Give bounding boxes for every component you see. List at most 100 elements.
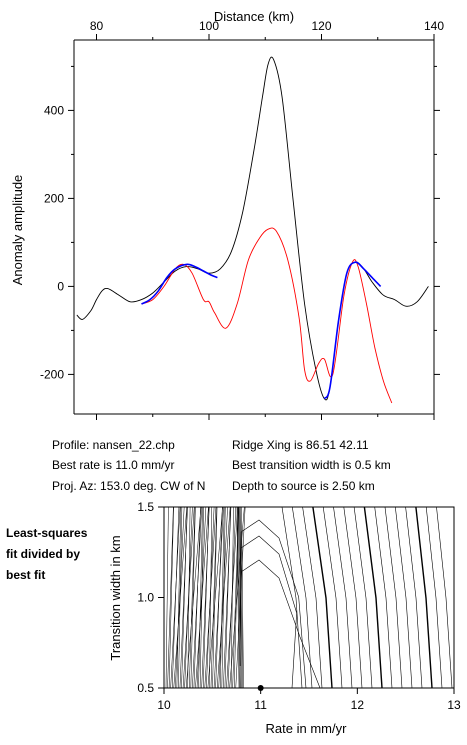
contour-line [192, 507, 202, 688]
contour-line [196, 507, 207, 688]
contour-line [221, 507, 226, 688]
contour-line [238, 507, 242, 688]
contour-line [201, 507, 210, 688]
contour-x-tick-label: 10 [157, 698, 171, 712]
transition-width-text: Best transition width is 0.5 km [232, 458, 391, 472]
contour-x-tick-label: 11 [254, 698, 267, 712]
contour-line [395, 507, 413, 688]
contour-line [204, 507, 217, 688]
anomaly-series-line [141, 227, 393, 404]
contour-line [233, 507, 240, 688]
contour-line [179, 507, 188, 688]
contour-line [239, 559, 321, 688]
contour-x-axis-label: Rate in mm/yr [266, 721, 348, 736]
proj-az-text: Proj. Az: 153.0 deg. CW of N [52, 479, 206, 493]
depth-text: Depth to source is 2.50 km [232, 479, 375, 493]
contour-lines [165, 507, 453, 688]
contour-line [343, 507, 363, 688]
contour-line [176, 507, 182, 688]
top-y-tick-label: -200 [40, 367, 64, 381]
profile-text: Profile: nansen_22.chp [52, 438, 175, 452]
contour-y-tick-label: 1.0 [137, 591, 154, 605]
contour-line [223, 507, 232, 688]
contour-line [207, 507, 223, 688]
top-series [76, 56, 429, 404]
contour-line [171, 507, 180, 688]
top-y-tick-label: 400 [44, 103, 64, 117]
contour-line [229, 507, 245, 688]
contour-line [213, 507, 224, 688]
contour-line [190, 507, 196, 688]
contour-line [178, 507, 183, 688]
contour-line [239, 507, 242, 688]
contour-line [302, 507, 323, 688]
contour-line [181, 507, 188, 688]
contour-axes: 10 11 12 13 0.5 1.0 1.5 [137, 500, 461, 712]
contour-line [292, 507, 313, 688]
top-y-axis-label: Anomaly amplitude [10, 175, 25, 286]
contour-line [210, 507, 217, 688]
contour-line [227, 507, 237, 688]
contour-line [241, 507, 244, 688]
contour-caption-line: fit divided by [6, 547, 81, 561]
contour-line [168, 507, 174, 688]
contour-line [187, 507, 191, 688]
contour-line [216, 507, 231, 688]
contour-line [167, 507, 174, 688]
contour-y-tick-label: 1.5 [137, 500, 154, 514]
contour-line [226, 507, 238, 688]
contour-line [209, 507, 213, 688]
contour-line [436, 507, 453, 688]
anomaly-series-line [141, 263, 218, 305]
contour-line [224, 507, 231, 688]
contour-line [281, 507, 303, 688]
contour-line [239, 535, 297, 688]
contour-line [230, 507, 234, 688]
contour-line [240, 507, 243, 688]
contour-line [189, 507, 196, 688]
contour-line [184, 507, 193, 688]
anomaly-series-line [323, 261, 382, 400]
top-x-axis-label: Distance (km) [214, 9, 294, 24]
contour-line [220, 507, 225, 688]
contour-line-group [165, 507, 453, 688]
contour-line [218, 507, 228, 688]
contour-line [232, 507, 239, 688]
contour-line [173, 507, 187, 688]
top-x-tick-label: 100 [199, 19, 219, 33]
contour-line [182, 507, 195, 688]
contour-caption-line: Least-squares [6, 526, 88, 540]
contour-line [193, 507, 201, 688]
contour-line [235, 507, 246, 688]
contour-x-tick-label: 13 [447, 698, 461, 712]
top-y-tick-label: 200 [44, 191, 64, 205]
contour-line [206, 507, 215, 688]
top-x-tick-label: 120 [311, 19, 331, 33]
contour-line [239, 519, 307, 688]
contour-line [215, 507, 223, 688]
contour-line [199, 507, 204, 688]
contour-line [425, 507, 443, 688]
contour-caption-line: best fit [6, 568, 46, 582]
best-fit-point [257, 685, 264, 691]
contour-line [405, 507, 423, 688]
contour-line [353, 507, 373, 688]
contour-line [374, 507, 393, 688]
best-rate-text: Best rate is 11.0 mm/yr [52, 458, 175, 472]
contour-x-tick-label: 12 [351, 698, 365, 712]
top-y-tick-label: 0 [57, 279, 64, 293]
contour-line [384, 507, 403, 688]
contour-y-tick-label: 0.5 [137, 681, 154, 695]
contour-line [333, 507, 353, 688]
contour-line [236, 507, 240, 688]
contour-frame [163, 506, 455, 689]
contour-line [363, 507, 383, 688]
contour-line [212, 507, 218, 688]
contour-caption: Least-squares fit divided by best fit [6, 523, 116, 586]
contour-line [322, 507, 343, 688]
contour-line [415, 507, 433, 688]
contour-line [175, 507, 185, 688]
contour-line [195, 507, 209, 688]
anomaly-series-line [76, 56, 429, 401]
ridge-xing-text: Ridge Xing is 86.51 42.11 [232, 438, 369, 452]
